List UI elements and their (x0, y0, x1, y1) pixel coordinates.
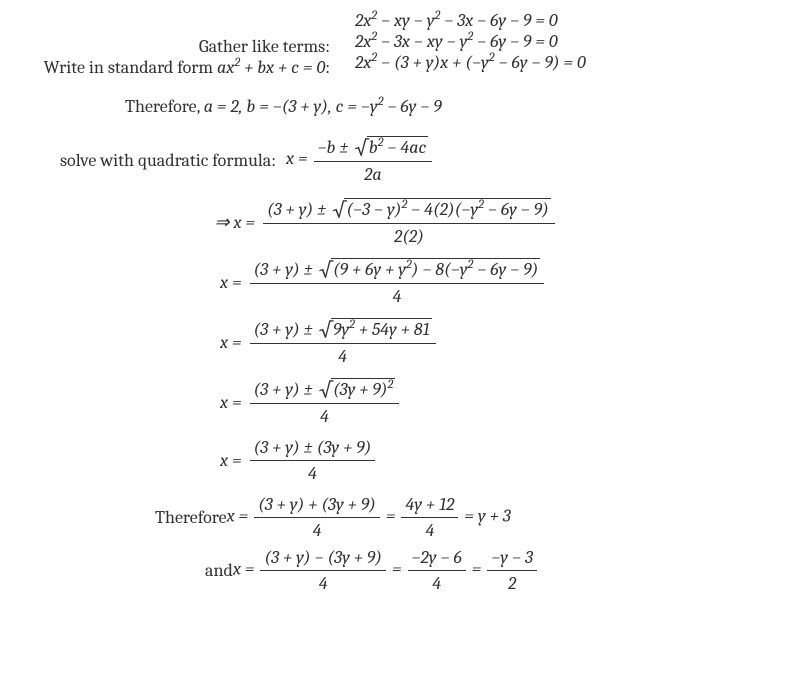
therefore-abc: Therefore, a = 2, b = −(3 + y), c = −y2 … (125, 96, 780, 117)
step-2: x = (3 + y) ± (9 + 6y + y2) − 8(−y2 − 6y… (220, 257, 780, 307)
quadratic-formula: solve with quadratic formula: x = −b ± b… (60, 135, 780, 185)
label-standard-a: Write in standard form (44, 57, 217, 78)
eq-gathered: 2x2 − 3x − xy − y2 − 6y − 9 = 0 (355, 31, 586, 52)
eq-standard: 2x2 − (3 + y)x + (−y2 − 6y − 9) = 0 (355, 52, 586, 73)
step-4: x = (3 + y) ± (3y + 9)2 4 (220, 377, 780, 427)
top-block: Gather like terms: Write in standard for… (20, 10, 780, 78)
label-gather: Gather like terms: (20, 36, 330, 57)
result-2: and x = (3 + y) − (3y + 9)4 = −2y − 64 =… (205, 547, 780, 594)
step-3: x = (3 + y) ± 9y2 + 54y + 81 4 (220, 317, 780, 367)
eq-original: 2x2 − xy − y2 − 3x − 6y − 9 = 0 (355, 10, 586, 31)
result-1: Therefore x = (3 + y) + (3y + 9)4 = 4y +… (155, 494, 780, 541)
step-1: ⇒ x = (3 + y) ± (−3 − y)2 − 4(2)(−y2 − 6… (185, 197, 780, 247)
step-5: x = (3 + y) ± (3y + 9) 4 (220, 437, 780, 484)
